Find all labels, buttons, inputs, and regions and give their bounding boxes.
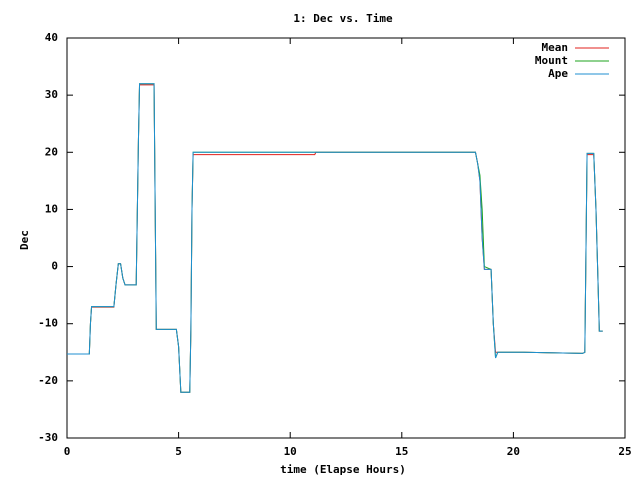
y-tick-label: -20: [38, 374, 58, 387]
plot-frame: [66, 37, 626, 439]
x-tick-label: 20: [507, 445, 520, 458]
y-axis-label: Dec: [18, 230, 31, 250]
x-tick-label: 15: [395, 445, 408, 458]
legend-label: Mean: [542, 41, 569, 54]
x-tick-label: 10: [284, 445, 297, 458]
y-tick-label: 0: [51, 260, 58, 273]
series-line: [67, 83, 603, 393]
legend-label: Ape: [548, 67, 568, 80]
series-line: [67, 84, 603, 393]
y-tick-label: -10: [38, 317, 58, 330]
y-tick-label: 40: [45, 31, 58, 44]
y-tick-label: 20: [45, 145, 58, 158]
chart-title: 1: Dec vs. Time: [293, 12, 393, 25]
x-axis-label: time (Elapse Hours): [280, 463, 406, 476]
x-tick-label: 5: [175, 445, 182, 458]
series-line: [67, 83, 603, 393]
y-tick-label: 10: [45, 202, 58, 215]
x-tick-label: 0: [64, 445, 71, 458]
legend-label: Mount: [535, 54, 568, 67]
y-tick-label: -30: [38, 431, 58, 444]
x-tick-label: 25: [618, 445, 631, 458]
y-tick-label: 30: [45, 88, 58, 101]
